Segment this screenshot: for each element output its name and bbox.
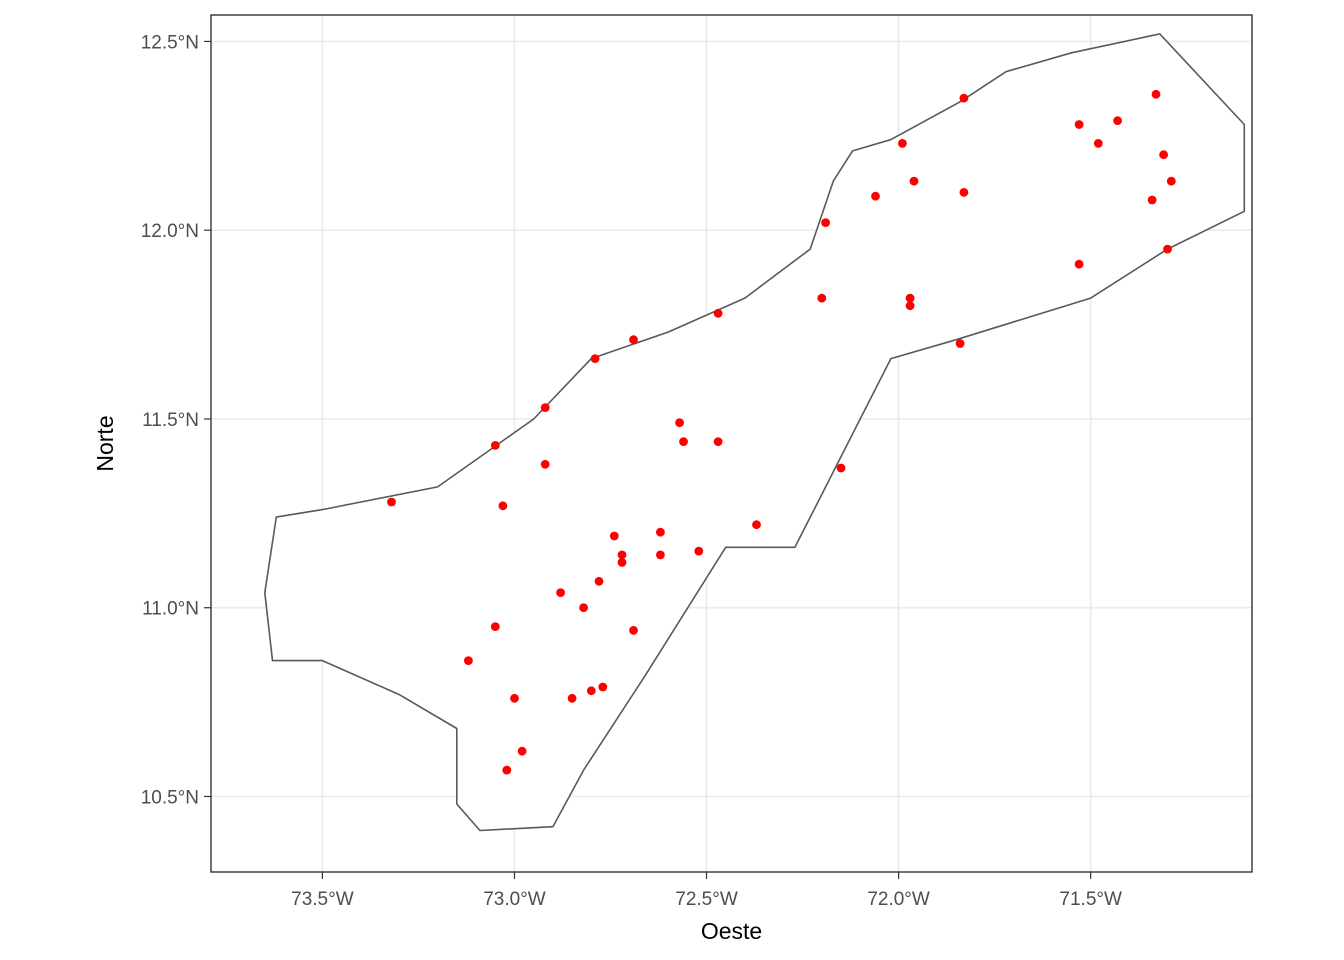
data-point bbox=[817, 293, 827, 303]
data-point bbox=[1147, 195, 1157, 205]
x-tick-label: 71.5°W bbox=[1059, 889, 1122, 910]
data-point bbox=[1159, 150, 1168, 160]
data-point bbox=[1113, 116, 1122, 126]
data-point bbox=[898, 139, 907, 148]
data-point bbox=[1151, 89, 1161, 99]
data-point bbox=[540, 403, 550, 412]
points-layer bbox=[387, 89, 1176, 775]
data-point bbox=[510, 693, 519, 703]
y-tick-label: 11.0°N bbox=[142, 599, 199, 620]
data-point bbox=[556, 588, 565, 597]
data-point bbox=[517, 746, 527, 756]
y-axis-title: Norte bbox=[92, 415, 118, 471]
data-point bbox=[502, 765, 512, 775]
data-point bbox=[959, 93, 969, 103]
y-tick-label: 12.5°N bbox=[141, 32, 199, 53]
data-point bbox=[656, 550, 665, 560]
data-point bbox=[1093, 139, 1103, 148]
data-point bbox=[586, 686, 596, 696]
data-point bbox=[617, 558, 627, 567]
data-point bbox=[590, 354, 600, 363]
data-point bbox=[955, 339, 965, 348]
x-tick-label: 72.5°W bbox=[675, 889, 738, 910]
data-point bbox=[713, 308, 723, 318]
y-tick-label: 10.5°N bbox=[141, 787, 199, 808]
data-point bbox=[679, 437, 688, 446]
x-tick-label: 73.0°W bbox=[483, 889, 546, 910]
data-point bbox=[871, 191, 880, 201]
data-point bbox=[617, 550, 627, 560]
data-point bbox=[1074, 120, 1084, 129]
data-point bbox=[909, 176, 919, 186]
data-point bbox=[905, 301, 915, 311]
data-point bbox=[821, 218, 830, 228]
data-point bbox=[1163, 244, 1172, 254]
data-point bbox=[694, 546, 704, 556]
x-axis-title: Oeste bbox=[701, 918, 762, 944]
x-tick-label: 72.0°W bbox=[867, 889, 930, 910]
data-point bbox=[675, 418, 684, 428]
data-point bbox=[905, 293, 915, 303]
data-point bbox=[490, 622, 500, 631]
y-axis: 10.5°N 11.0°N 11.5°N 12.0°N 12.5°N bbox=[141, 32, 211, 808]
panel-border bbox=[210, 14, 1253, 873]
data-point bbox=[598, 682, 608, 692]
data-point bbox=[713, 437, 723, 446]
data-point bbox=[490, 441, 500, 450]
data-point bbox=[609, 531, 619, 541]
data-point bbox=[656, 527, 665, 537]
y-tick-label: 11.5°N bbox=[142, 410, 199, 431]
data-point bbox=[540, 459, 550, 469]
data-point bbox=[836, 463, 846, 473]
data-point bbox=[629, 626, 638, 635]
x-tick-label: 73.5°W bbox=[291, 889, 354, 910]
x-axis: 73.5°W 73.0°W 72.5°W 72.0°W 71.5°W bbox=[291, 872, 1122, 910]
data-point bbox=[498, 501, 508, 511]
data-point bbox=[629, 335, 638, 345]
data-point bbox=[464, 656, 473, 665]
data-point bbox=[959, 188, 969, 197]
data-point bbox=[567, 693, 577, 703]
data-point bbox=[1166, 176, 1176, 186]
region-outline bbox=[264, 33, 1246, 832]
data-point bbox=[752, 520, 761, 530]
data-point bbox=[1074, 259, 1084, 269]
data-point bbox=[387, 497, 396, 507]
y-tick-label: 12.0°N bbox=[141, 221, 199, 242]
data-point bbox=[594, 576, 604, 586]
data-point bbox=[579, 603, 588, 613]
